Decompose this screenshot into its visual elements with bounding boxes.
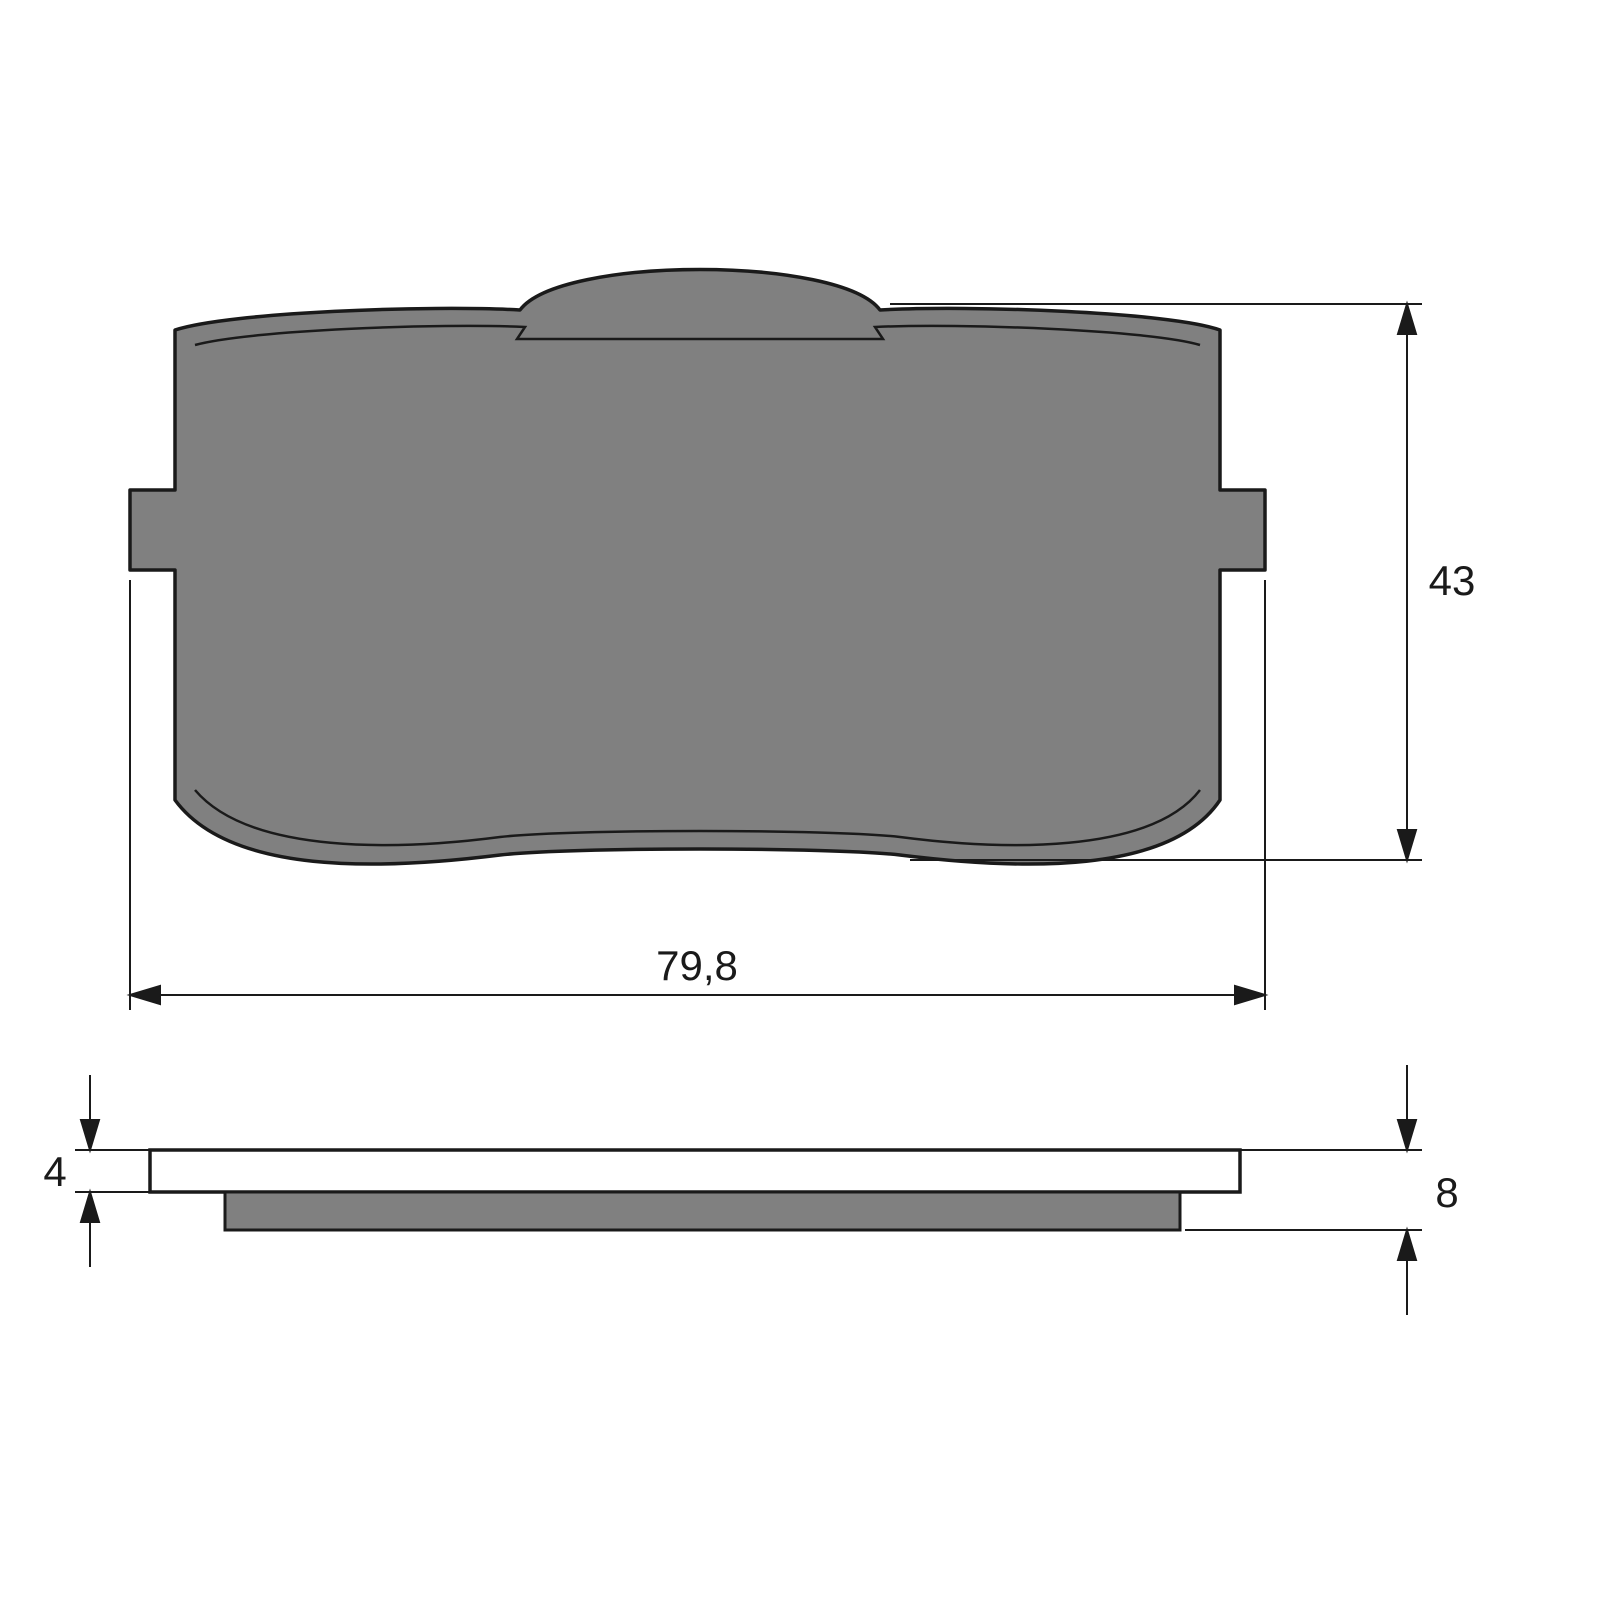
technical-drawing: 79,8 43 8 4 xyxy=(0,0,1600,1600)
dim-width-value: 79,8 xyxy=(656,942,738,989)
friction-material xyxy=(225,1192,1180,1230)
front-view xyxy=(130,270,1265,865)
backing-plate xyxy=(150,1150,1240,1192)
dim-plate-thickness-value: 4 xyxy=(43,1148,66,1195)
dim-total-thickness-value: 8 xyxy=(1435,1169,1458,1216)
side-view xyxy=(150,1150,1240,1230)
pad-fill xyxy=(130,270,1265,865)
dim-plate-thickness: 4 xyxy=(43,1075,150,1267)
dim-height-value: 43 xyxy=(1429,557,1476,604)
